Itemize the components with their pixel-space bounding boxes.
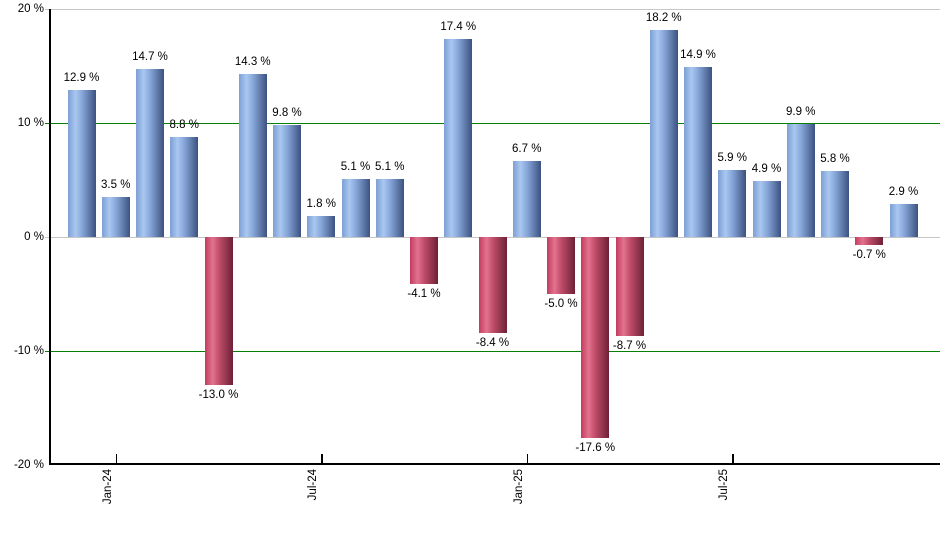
positive-bar xyxy=(341,178,370,237)
y-tick-label: -10 % xyxy=(13,345,44,357)
bar-value-label: 5.8 % xyxy=(820,152,850,165)
bar-value-label: 9.8 % xyxy=(272,107,302,120)
bar-value-label: 14.9 % xyxy=(680,49,716,62)
positive-bar xyxy=(752,181,781,237)
negative-bar xyxy=(410,237,438,284)
negative-bar xyxy=(855,237,884,245)
x-tick-label: Jul-25 xyxy=(718,469,731,501)
positive-bar xyxy=(273,125,301,237)
bar-value-label: 14.7 % xyxy=(132,51,168,64)
positive-bar xyxy=(136,69,164,237)
bar-value-label: 1.8 % xyxy=(306,198,336,211)
x-axis-tick xyxy=(526,454,529,465)
x-axis-line xyxy=(49,463,940,465)
bar-value-label: 17.4 % xyxy=(440,20,477,33)
positive-bar xyxy=(786,124,815,237)
bar-value-label: 5.1 % xyxy=(340,160,371,173)
positive-bar xyxy=(718,169,747,237)
y-tick-label: 0 % xyxy=(24,231,44,243)
positive-bar xyxy=(170,136,199,237)
positive-bar xyxy=(375,178,404,237)
y-axis-line xyxy=(49,9,51,465)
bar-value-label: -17.6 % xyxy=(575,441,616,454)
bar-value-label: 2.9 % xyxy=(888,185,919,198)
bar-value-label: 18.2 % xyxy=(645,11,682,24)
x-axis-tick xyxy=(321,454,323,465)
bar-value-label: -8.7 % xyxy=(612,340,647,353)
negative-bar xyxy=(478,237,507,333)
bar-value-label: -0.7 % xyxy=(852,248,886,261)
positive-bar xyxy=(821,170,849,237)
gridline-green-10 xyxy=(45,122,940,124)
bar-value-label: 6.7 % xyxy=(512,142,542,155)
bar-value-label: -5.0 % xyxy=(544,298,578,310)
x-tick-label: Jul-24 xyxy=(307,469,320,501)
y-tick-label: -20 % xyxy=(13,459,44,471)
x-axis-tick xyxy=(732,454,734,465)
x-axis-tick xyxy=(115,454,118,465)
y-tick-label: 10 % xyxy=(17,117,44,129)
bar-value-label: 9.9 % xyxy=(786,106,816,119)
gridline-green--10 xyxy=(45,350,940,352)
bar-value-label: 12.9 % xyxy=(63,71,100,84)
positive-bar xyxy=(307,216,336,237)
positive-bar xyxy=(444,38,473,237)
bar-value-label: 14.3 % xyxy=(234,55,271,68)
bar-value-label: -13.0 % xyxy=(198,389,239,402)
bar-value-label: 5.9 % xyxy=(717,151,747,164)
bar-value-label: 3.5 % xyxy=(101,179,131,192)
negative-bar xyxy=(547,237,575,294)
positive-bar xyxy=(101,197,130,237)
bar-value-label: 4.9 % xyxy=(751,163,782,176)
bar-value-label: 8.8 % xyxy=(169,118,199,131)
gridline-gray-20 xyxy=(45,8,940,10)
positive-bar xyxy=(238,73,267,237)
bar-value-label: 5.1 % xyxy=(375,160,405,173)
y-tick-label: 20 % xyxy=(17,3,44,15)
negative-bar xyxy=(581,237,610,438)
bar-value-label: -8.4 % xyxy=(475,336,510,349)
negative-bar xyxy=(615,237,644,337)
positive-bar xyxy=(889,203,918,237)
positive-bar xyxy=(649,29,678,237)
positive-bar xyxy=(512,160,541,237)
x-tick-label: Jan-25 xyxy=(512,469,525,505)
bar-value-label: -4.1 % xyxy=(407,287,441,300)
positive-bar xyxy=(684,67,712,237)
positive-bar xyxy=(67,89,96,237)
x-tick-label: Jan-24 xyxy=(101,469,114,505)
negative-bar xyxy=(204,237,233,386)
